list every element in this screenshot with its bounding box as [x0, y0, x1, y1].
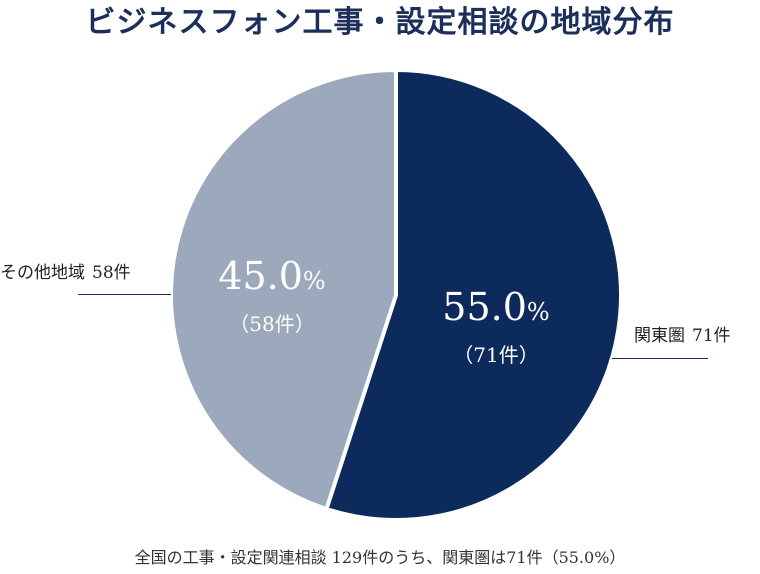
- callout-kanto-line: [612, 358, 708, 359]
- callout-other-line: [78, 294, 171, 295]
- chart-footnote: 全国の工事・設定関連相談 129件のうち、関東圏は71件（55.0%）: [134, 548, 626, 567]
- callout-other-count: 58件: [92, 263, 131, 283]
- chart-title: ビジネスフォン工事・設定相談の地域分布: [85, 5, 675, 40]
- slice-percent-label: 55.0%: [442, 285, 549, 329]
- callout-other-region: その他地域 58件: [0, 258, 131, 283]
- slice-count-label: （58件）: [229, 312, 314, 336]
- callout-kanto-label: 関東圏: [634, 326, 685, 346]
- pie-slice-other-region: [169, 68, 398, 511]
- callout-kanto: 関東圏 71件: [634, 321, 731, 346]
- slice-count-label: （71件）: [453, 343, 538, 367]
- slice-percent-label: 45.0%: [218, 254, 325, 298]
- pie-slice-kanto: [324, 68, 623, 522]
- callout-kanto-count: 71件: [692, 326, 731, 346]
- callout-other-label: その他地域: [0, 263, 85, 283]
